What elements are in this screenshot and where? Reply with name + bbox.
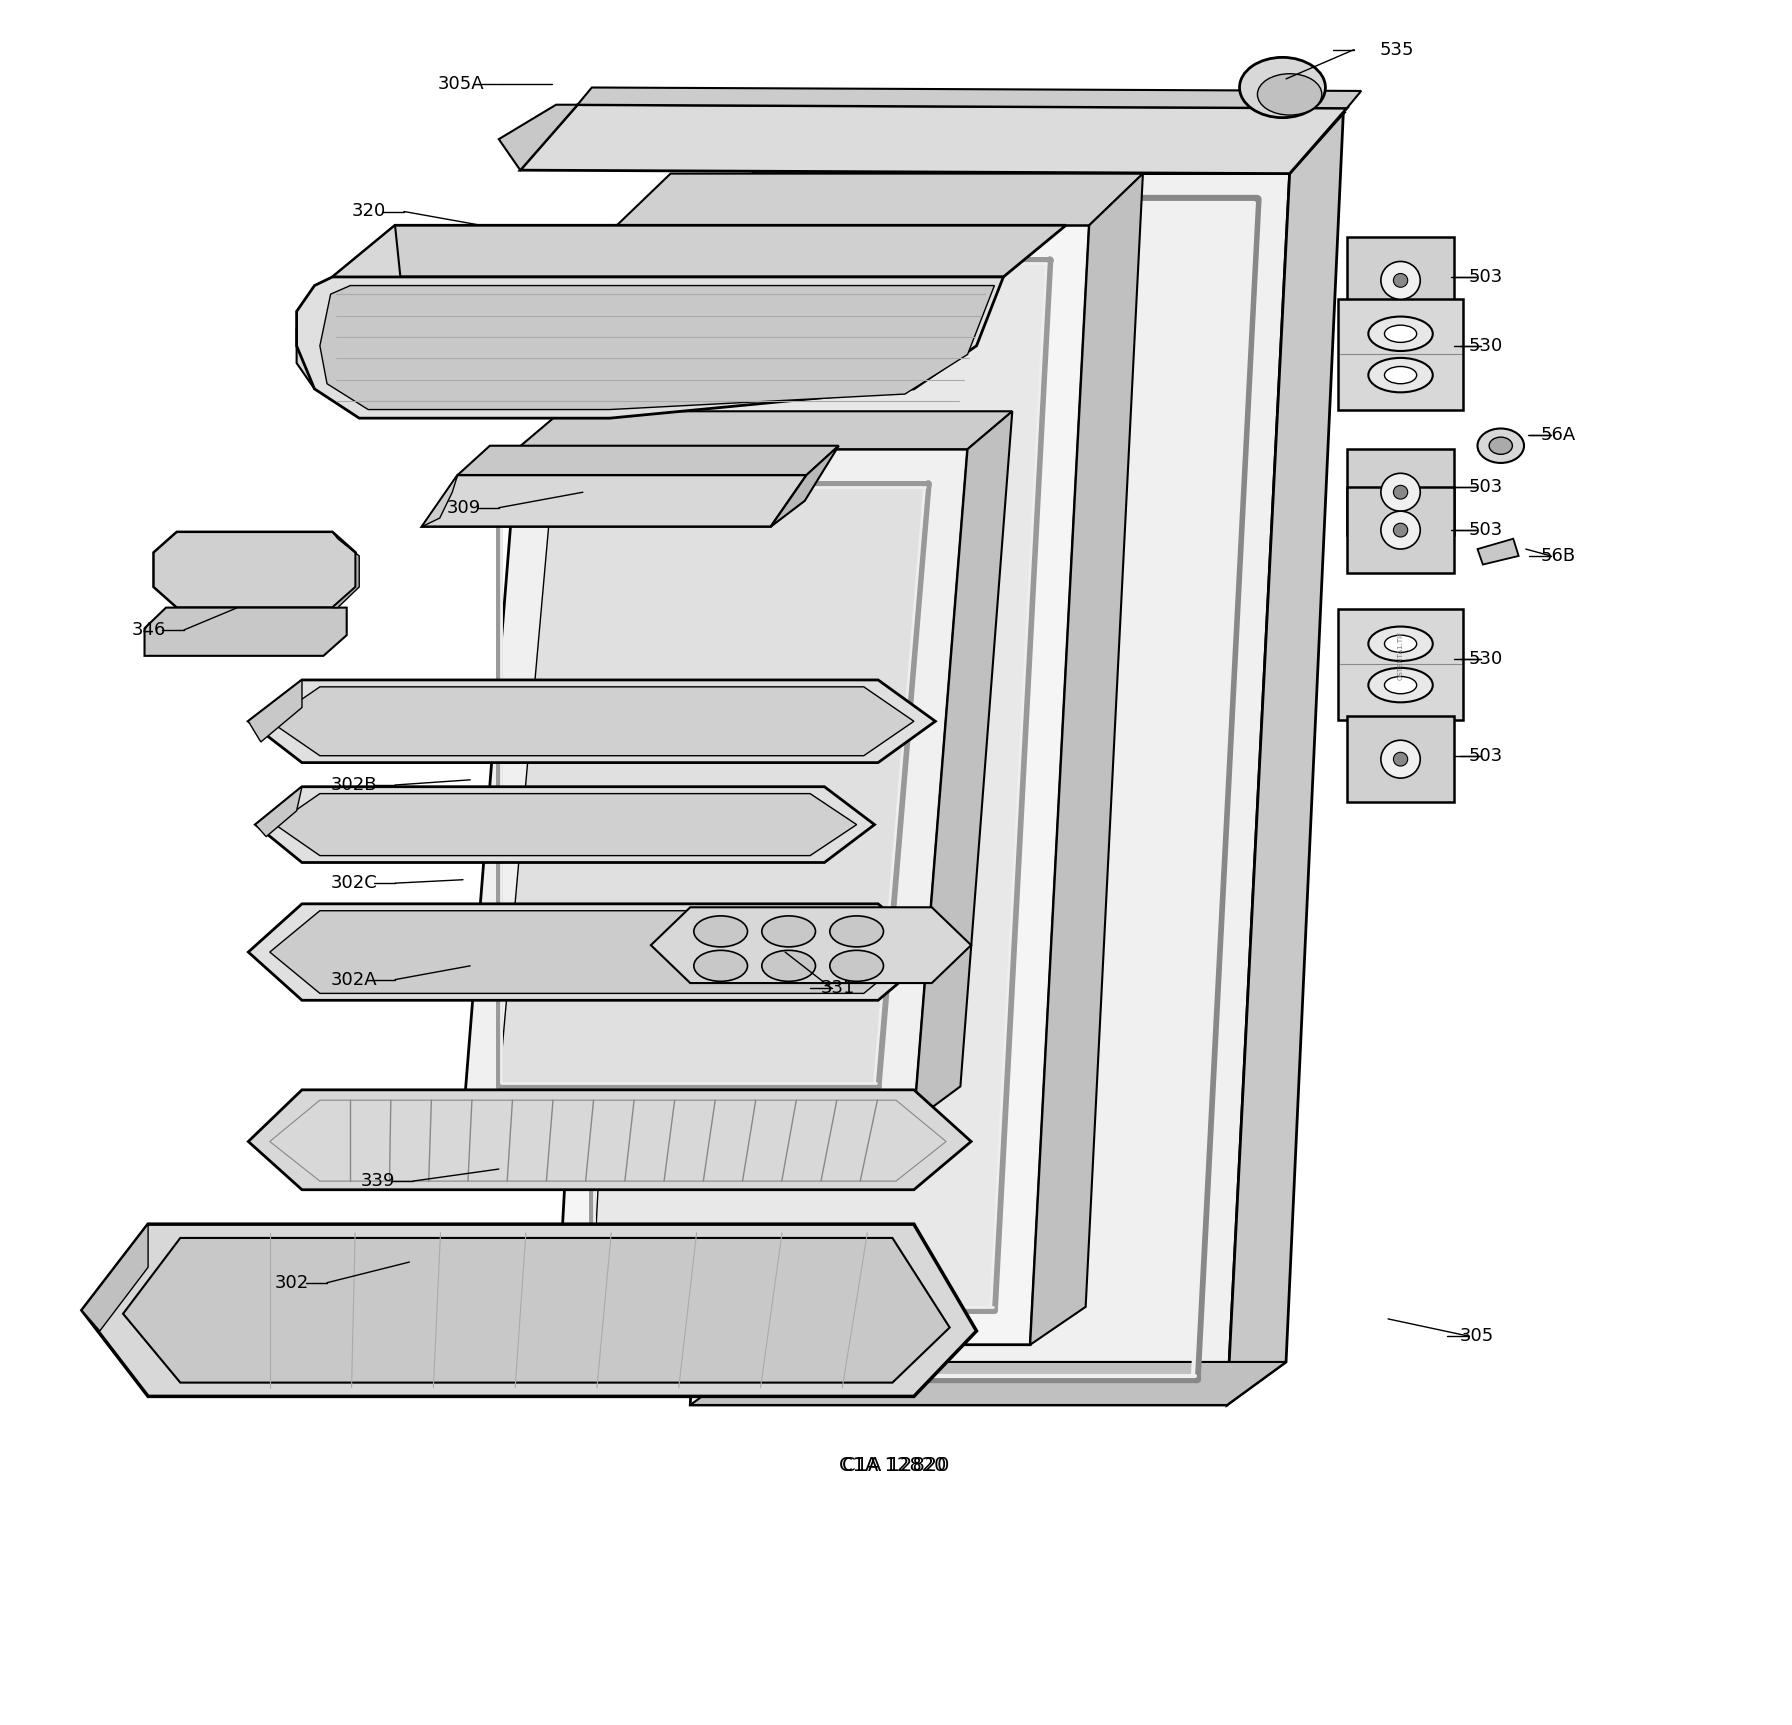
Text: 302A: 302A <box>330 971 376 988</box>
Text: OSTENTA1.TIF: OSTENTA1.TIF <box>1398 631 1403 680</box>
Polygon shape <box>421 474 457 526</box>
Polygon shape <box>1339 300 1464 409</box>
Text: 320: 320 <box>351 202 385 221</box>
Polygon shape <box>457 445 839 474</box>
Polygon shape <box>145 607 346 656</box>
Polygon shape <box>914 411 1012 1121</box>
Ellipse shape <box>1382 473 1421 511</box>
Text: 305A: 305A <box>437 76 484 93</box>
Text: 331: 331 <box>821 980 855 997</box>
Ellipse shape <box>1258 74 1322 116</box>
Polygon shape <box>771 445 839 526</box>
Polygon shape <box>1228 114 1344 1404</box>
Text: 503: 503 <box>1469 747 1503 764</box>
Ellipse shape <box>1477 428 1523 462</box>
Polygon shape <box>249 680 303 742</box>
Polygon shape <box>1348 486 1455 573</box>
Text: 530: 530 <box>1469 336 1503 355</box>
Polygon shape <box>297 226 403 388</box>
Polygon shape <box>249 1090 971 1190</box>
Text: C1A 12820: C1A 12820 <box>839 1456 946 1475</box>
Ellipse shape <box>1385 635 1417 652</box>
Ellipse shape <box>830 916 883 947</box>
Polygon shape <box>650 907 971 983</box>
Polygon shape <box>276 794 857 856</box>
Polygon shape <box>1339 609 1464 719</box>
Polygon shape <box>1348 448 1455 535</box>
Polygon shape <box>520 105 1348 174</box>
Ellipse shape <box>694 916 747 947</box>
Text: 302: 302 <box>274 1273 310 1292</box>
Polygon shape <box>1477 538 1518 564</box>
Polygon shape <box>753 114 1344 174</box>
Polygon shape <box>421 474 806 526</box>
Ellipse shape <box>1382 740 1421 778</box>
Polygon shape <box>256 787 874 862</box>
Polygon shape <box>319 286 995 409</box>
Text: 530: 530 <box>1469 650 1503 668</box>
Ellipse shape <box>762 950 815 982</box>
Polygon shape <box>332 531 358 607</box>
Ellipse shape <box>1394 523 1409 536</box>
Ellipse shape <box>1394 752 1409 766</box>
Polygon shape <box>256 787 303 837</box>
Polygon shape <box>82 1225 149 1332</box>
Polygon shape <box>462 448 968 1121</box>
Polygon shape <box>154 531 355 607</box>
Ellipse shape <box>830 950 883 982</box>
Text: 503: 503 <box>1469 267 1503 286</box>
Ellipse shape <box>1369 626 1434 661</box>
Polygon shape <box>1348 238 1455 324</box>
Polygon shape <box>1030 174 1143 1346</box>
Text: 305: 305 <box>1460 1327 1495 1346</box>
Ellipse shape <box>1394 485 1409 499</box>
Polygon shape <box>690 174 1290 1404</box>
Text: 535: 535 <box>1380 41 1414 59</box>
Text: 309: 309 <box>446 499 480 518</box>
Ellipse shape <box>1385 676 1417 693</box>
Ellipse shape <box>1240 57 1326 117</box>
Text: 503: 503 <box>1469 478 1503 497</box>
Text: 302B: 302B <box>332 776 376 794</box>
Text: C1A 12820: C1A 12820 <box>842 1456 950 1475</box>
Text: 339: 339 <box>360 1171 394 1190</box>
Polygon shape <box>498 483 928 1087</box>
Ellipse shape <box>1382 262 1421 300</box>
Polygon shape <box>498 105 577 171</box>
Text: 503: 503 <box>1469 521 1503 540</box>
Polygon shape <box>249 904 935 1000</box>
Ellipse shape <box>1382 511 1421 549</box>
Polygon shape <box>249 680 935 762</box>
Polygon shape <box>591 260 1050 1311</box>
Ellipse shape <box>762 916 815 947</box>
Ellipse shape <box>694 950 747 982</box>
Polygon shape <box>82 1225 977 1397</box>
Polygon shape <box>690 1363 1287 1404</box>
Ellipse shape <box>1489 436 1512 454</box>
Polygon shape <box>577 88 1362 109</box>
Text: 302C: 302C <box>330 875 376 892</box>
Polygon shape <box>297 278 1004 417</box>
Ellipse shape <box>1369 357 1434 392</box>
Ellipse shape <box>1369 668 1434 702</box>
Polygon shape <box>271 687 914 756</box>
Text: 56A: 56A <box>1539 426 1575 445</box>
Polygon shape <box>616 174 1143 226</box>
Polygon shape <box>529 114 1344 166</box>
Polygon shape <box>124 1239 950 1383</box>
Polygon shape <box>516 411 1012 448</box>
Polygon shape <box>332 226 1066 278</box>
Ellipse shape <box>1385 366 1417 383</box>
Polygon shape <box>556 226 1090 1346</box>
Ellipse shape <box>1394 274 1409 288</box>
Ellipse shape <box>1385 326 1417 342</box>
Polygon shape <box>1348 716 1455 802</box>
Text: 346: 346 <box>131 621 167 638</box>
Ellipse shape <box>1369 317 1434 350</box>
Text: 56B: 56B <box>1539 547 1575 566</box>
Polygon shape <box>271 911 914 994</box>
